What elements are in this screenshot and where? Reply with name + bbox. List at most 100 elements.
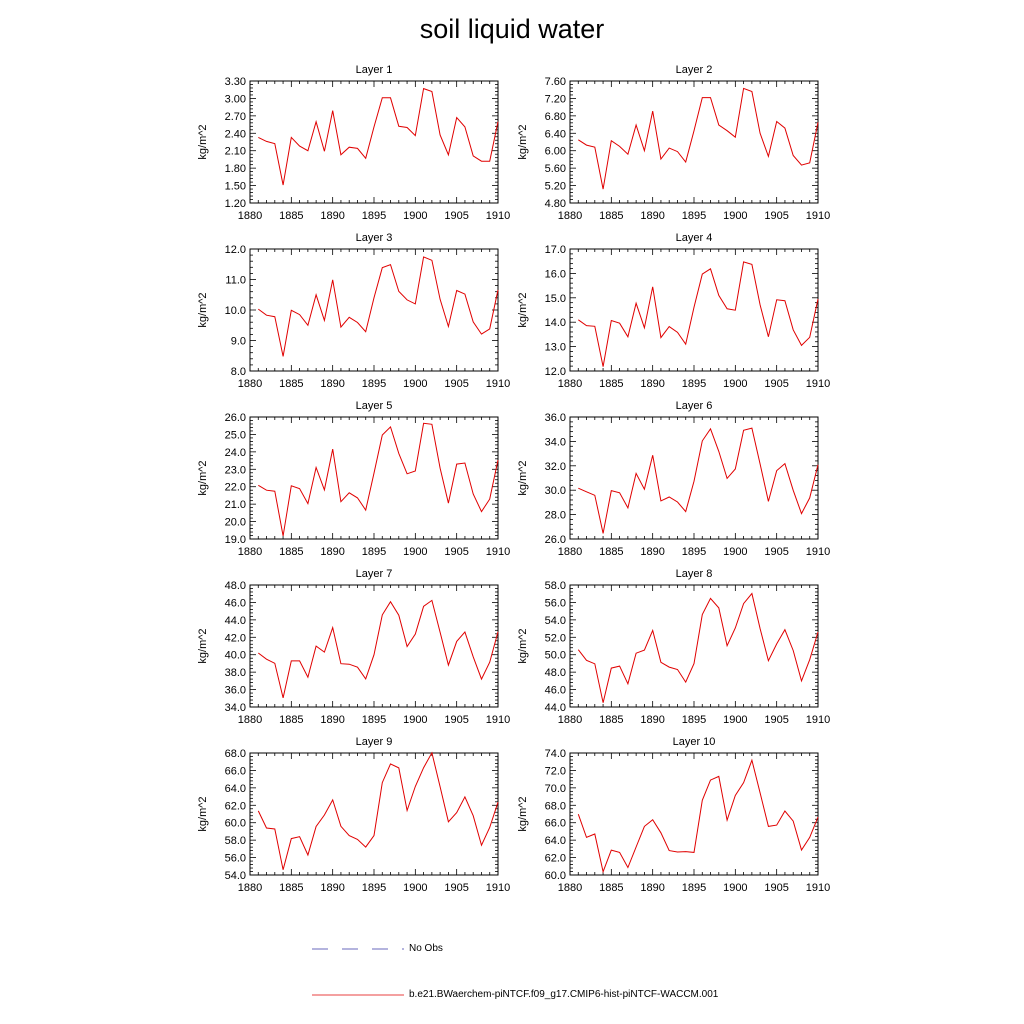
plot-frame xyxy=(249,584,499,708)
y-tick-label: 48.0 xyxy=(545,667,566,679)
y-tick-label: 6.00 xyxy=(545,146,566,158)
y-tick-label: 42.0 xyxy=(225,632,246,644)
y-tick-label: 30.0 xyxy=(545,485,566,497)
y-tick-label: 3.00 xyxy=(225,93,246,105)
x-tick-label: 1880 xyxy=(558,882,582,894)
y-tick-label: 11.0 xyxy=(225,275,246,287)
plot-frame xyxy=(249,416,499,540)
chart-title: Layer 2 xyxy=(676,64,713,76)
x-tick-label: 1905 xyxy=(764,546,788,558)
chart-title: Layer 4 xyxy=(676,232,713,244)
chart-title: Layer 3 xyxy=(356,232,393,244)
y-tick-label: 40.0 xyxy=(225,650,246,662)
y-tick-label: 16.0 xyxy=(545,268,566,280)
x-tick-label: 1895 xyxy=(682,378,706,390)
x-tick-label: 1900 xyxy=(403,882,427,894)
y-tick-label: 15.0 xyxy=(545,293,566,305)
y-tick-label: 68.0 xyxy=(225,748,246,760)
x-tick-label: 1900 xyxy=(723,546,747,558)
y-axis-label: kg/m^2 xyxy=(197,796,209,831)
y-tick-label: 74.0 xyxy=(545,748,566,760)
y-tick-label: 21.0 xyxy=(225,499,246,511)
y-tick-label: 38.0 xyxy=(225,667,246,679)
plot-frame xyxy=(569,584,819,708)
chart-title: Layer 7 xyxy=(356,568,393,580)
y-tick-label: 62.0 xyxy=(225,800,246,812)
x-tick-label: 1880 xyxy=(238,546,262,558)
x-tick-label: 1910 xyxy=(486,210,510,222)
x-tick-label: 1890 xyxy=(320,210,344,222)
y-tick-label: 48.0 xyxy=(225,580,246,592)
chart-title: Layer 5 xyxy=(356,400,393,412)
y-tick-label: 26.0 xyxy=(225,412,246,424)
x-tick-label: 1890 xyxy=(320,714,344,726)
x-tick-label: 1890 xyxy=(320,378,344,390)
x-tick-label: 1910 xyxy=(486,882,510,894)
x-tick-label: 1910 xyxy=(806,546,830,558)
y-tick-label: 1.50 xyxy=(225,181,246,193)
x-tick-label: 1885 xyxy=(279,210,303,222)
y-tick-label: 2.10 xyxy=(225,146,246,158)
chart-layer-2: Layer 2 4.80 5.20 5.60 6.00 6.40 6.80 7.20 7.60 1… xyxy=(517,64,830,222)
y-tick-label: 64.0 xyxy=(225,783,246,795)
x-tick-label: 1895 xyxy=(362,210,386,222)
x-tick-label: 1890 xyxy=(320,546,344,558)
x-tick-label: 1905 xyxy=(764,210,788,222)
x-tick-label: 1905 xyxy=(444,546,468,558)
y-tick-label: 70.0 xyxy=(545,783,566,795)
y-tick-label: 6.40 xyxy=(545,128,566,140)
y-tick-label: 28.0 xyxy=(545,510,566,522)
chart-layer-6: Layer 6 26.0 28.0 30.0 32.0 34.0 36.0 1880 1885 1… xyxy=(517,400,830,558)
y-tick-label: 54.0 xyxy=(225,870,246,882)
series-line xyxy=(578,427,819,534)
x-tick-label: 1895 xyxy=(682,714,706,726)
y-tick-label: 60.0 xyxy=(225,818,246,830)
y-tick-label: 10.0 xyxy=(225,305,246,317)
plot-frame xyxy=(569,416,819,540)
x-tick-label: 1900 xyxy=(723,882,747,894)
y-tick-label: 2.70 xyxy=(225,111,246,123)
y-tick-label: 17.0 xyxy=(545,244,566,256)
y-tick-label: 50.0 xyxy=(545,650,566,662)
chart-layer-5: Layer 5 19.0 20.0 21.0 22.0 23.0 24.0 25.0 26.0 1… xyxy=(197,400,510,558)
y-tick-label: 13.0 xyxy=(545,342,566,354)
plot-frame xyxy=(249,80,499,204)
chart-title: Layer 1 xyxy=(356,64,393,76)
y-axis-label: kg/m^2 xyxy=(197,460,209,495)
x-tick-label: 1885 xyxy=(279,882,303,894)
chart-title: Layer 6 xyxy=(676,400,713,412)
y-axis-label: kg/m^2 xyxy=(517,292,529,327)
x-tick-label: 1880 xyxy=(238,210,262,222)
x-tick-label: 1910 xyxy=(486,546,510,558)
legend-model-label: b.e21.BWaerchem-piNTCF.f09_g17.CMIP6-his… xyxy=(409,989,719,1000)
y-tick-label: 5.20 xyxy=(545,181,566,193)
y-tick-label: 2.40 xyxy=(225,128,246,140)
x-tick-label: 1910 xyxy=(486,714,510,726)
y-tick-label: 68.0 xyxy=(545,800,566,812)
x-tick-label: 1900 xyxy=(723,378,747,390)
x-tick-label: 1885 xyxy=(599,210,623,222)
series-line xyxy=(577,758,819,874)
legend-obs-swatch xyxy=(312,948,404,950)
x-tick-label: 1900 xyxy=(723,210,747,222)
x-tick-label: 1880 xyxy=(558,210,582,222)
x-tick-label: 1895 xyxy=(362,714,386,726)
x-tick-label: 1895 xyxy=(682,210,706,222)
y-axis-label: kg/m^2 xyxy=(197,292,209,327)
chart-layer-1: Layer 1 1.20 1.50 1.80 2.10 2.40 2.70 3.00 3.30 1… xyxy=(197,64,510,222)
y-tick-label: 9.0 xyxy=(231,336,246,348)
y-tick-label: 66.0 xyxy=(225,765,246,777)
series-line xyxy=(258,422,499,536)
plot-frame xyxy=(249,752,499,876)
y-tick-label: 32.0 xyxy=(545,461,566,473)
x-tick-label: 1880 xyxy=(238,714,262,726)
x-tick-label: 1885 xyxy=(599,546,623,558)
series-line xyxy=(258,256,499,357)
x-tick-label: 1895 xyxy=(362,378,386,390)
y-tick-label: 52.0 xyxy=(545,632,566,644)
x-tick-label: 1880 xyxy=(558,378,582,390)
x-tick-label: 1880 xyxy=(238,378,262,390)
y-tick-label: 12.0 xyxy=(225,244,246,256)
